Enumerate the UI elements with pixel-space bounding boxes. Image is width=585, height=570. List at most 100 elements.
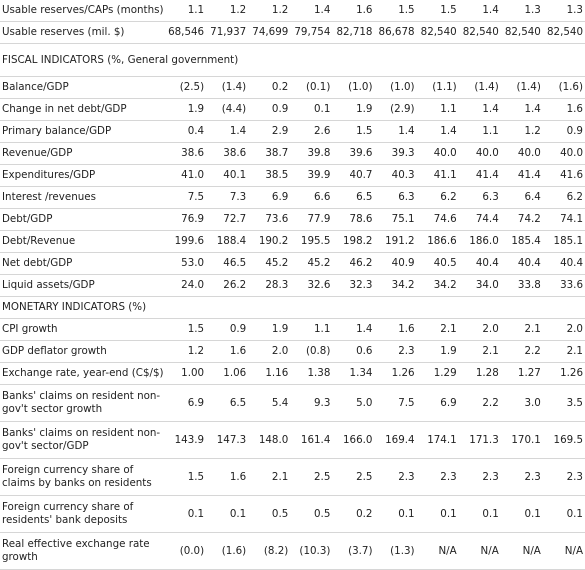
cell-value: (1.0): [332, 76, 375, 99]
cell-value: N/A: [542, 532, 585, 570]
row-label: GDP deflator growth: [0, 340, 165, 363]
section-header-row: FISCAL INDICATORS (%, General government…: [0, 43, 585, 77]
cell-value: 6.9: [416, 384, 459, 422]
cell-value: 68,546: [164, 21, 207, 44]
cell-value: 1.06: [206, 362, 249, 385]
cell-value: 2.2: [500, 340, 543, 363]
cell-value: 1.2: [164, 340, 207, 363]
cell-value: 1.28: [458, 362, 501, 385]
cell-value: 185.4: [500, 230, 543, 253]
table-row: Liquid assets/GDP 24.0 26.2 28.3 32.6 32.3 34.…: [0, 274, 585, 297]
cell-value: 0.9: [206, 318, 249, 341]
cell-value: 169.4: [374, 421, 417, 459]
cell-value: 41.4: [458, 164, 501, 187]
cell-value: 7.5: [374, 384, 417, 422]
cell-value: 1.6: [332, 0, 375, 22]
cell-value: 76.9: [164, 208, 207, 231]
row-label: Revenue/GDP: [0, 142, 165, 165]
cell-value: 0.2: [248, 76, 291, 99]
cell-value: 174.1: [416, 421, 459, 459]
cell-value: 188.4: [206, 230, 249, 253]
cell-value: 2.0: [542, 318, 585, 341]
cell-value: 1.6: [206, 340, 249, 363]
cell-value: 40.4: [542, 252, 585, 275]
cell-value: 0.2: [332, 495, 375, 533]
cell-value: (10.3): [290, 532, 333, 570]
cell-value: 39.6: [332, 142, 375, 165]
row-label: Interest /revenues: [0, 186, 165, 209]
cell-value: 6.2: [542, 186, 585, 209]
cell-value: 161.4: [290, 421, 333, 459]
cell-value: (3.7): [332, 532, 375, 570]
table-row: Foreign currency share of residents' ban…: [0, 495, 585, 533]
table-row: Banks' claims on resident non-gov't sect…: [0, 421, 585, 459]
cell-value: 6.5: [332, 186, 375, 209]
cell-value: 1.00: [164, 362, 207, 385]
cell-value: 1.16: [248, 362, 291, 385]
cell-value: 0.6: [332, 340, 375, 363]
cell-value: 0.9: [248, 98, 291, 121]
cell-value: 28.3: [248, 274, 291, 297]
cell-value: 24.0: [164, 274, 207, 297]
cell-value: 2.6: [290, 120, 333, 143]
cell-value: (1.6): [206, 532, 249, 570]
row-label: Net debt/GDP: [0, 252, 165, 275]
cell-value: 72.7: [206, 208, 249, 231]
table-row: Balance/GDP (2.5) (1.4) 0.2 (0.1) (1.0) (1.0)(…: [0, 76, 585, 99]
cell-value: 1.9: [416, 340, 459, 363]
cell-value: 86,678: [374, 21, 417, 44]
cell-value: 40.1: [206, 164, 249, 187]
cell-value: 41.4: [500, 164, 543, 187]
cell-value: 1.6: [206, 458, 249, 496]
cell-value: 39.3: [374, 142, 417, 165]
section-header-row: MONETARY INDICATORS (%): [0, 296, 585, 319]
cell-value: 6.5: [206, 384, 249, 422]
cell-value: 53.0: [164, 252, 207, 275]
cell-value: 40.0: [500, 142, 543, 165]
cell-value: 46.5: [206, 252, 249, 275]
cell-value: 1.1: [290, 318, 333, 341]
cell-value: 39.8: [290, 142, 333, 165]
cell-value: 6.9: [164, 384, 207, 422]
row-label: Debt/GDP: [0, 208, 165, 231]
table-row: Usable reserves/CAPs (months) 1.1 1.2 1.2 1.…: [0, 0, 585, 22]
cell-value: 143.9: [164, 421, 207, 459]
cell-value: 6.6: [290, 186, 333, 209]
cell-value: 32.6: [290, 274, 333, 297]
cell-value: 1.3: [500, 0, 543, 22]
cell-value: 79,754: [290, 21, 333, 44]
cell-value: 2.3: [500, 458, 543, 496]
cell-value: (1.4): [500, 76, 543, 99]
cell-value: 6.3: [458, 186, 501, 209]
cell-value: (0.8): [290, 340, 333, 363]
cell-value: 40.5: [416, 252, 459, 275]
table-row: Exchange rate, year-end (C$/$) 1.00 1.06 1.…: [0, 362, 585, 385]
cell-value: 26.2: [206, 274, 249, 297]
cell-value: 6.2: [416, 186, 459, 209]
row-label: Foreign currency share of claims by bank…: [0, 458, 165, 496]
cell-value: 39.9: [290, 164, 333, 187]
cell-value: 0.1: [206, 495, 249, 533]
cell-value: (0.1): [290, 76, 333, 99]
cell-value: 0.4: [164, 120, 207, 143]
cell-value: 45.2: [248, 252, 291, 275]
cell-value: 147.3: [206, 421, 249, 459]
cell-value: 0.1: [374, 495, 417, 533]
cell-value: 40.0: [458, 142, 501, 165]
cell-value: 77.9: [290, 208, 333, 231]
row-label: CPI growth: [0, 318, 165, 341]
table-row: GDP deflator growth 1.2 1.6 2.0 (0.8) 0.6 2.3 1…: [0, 340, 585, 363]
cell-value: 9.3: [290, 384, 333, 422]
cell-value: 1.9: [332, 98, 375, 121]
row-label: Liquid assets/GDP: [0, 274, 165, 297]
cell-value: 1.4: [290, 0, 333, 22]
cell-value: (4.4): [206, 98, 249, 121]
table-row: Primary balance/GDP 0.4 1.4 2.9 2.6 1.5 1.4 1.4…: [0, 120, 585, 143]
cell-value: 40.7: [332, 164, 375, 187]
cell-value: 71,937: [206, 21, 249, 44]
cell-value: 0.5: [290, 495, 333, 533]
table-row: Foreign currency share of claims by bank…: [0, 458, 585, 496]
row-label: Usable reserves (mil. $): [0, 21, 165, 44]
